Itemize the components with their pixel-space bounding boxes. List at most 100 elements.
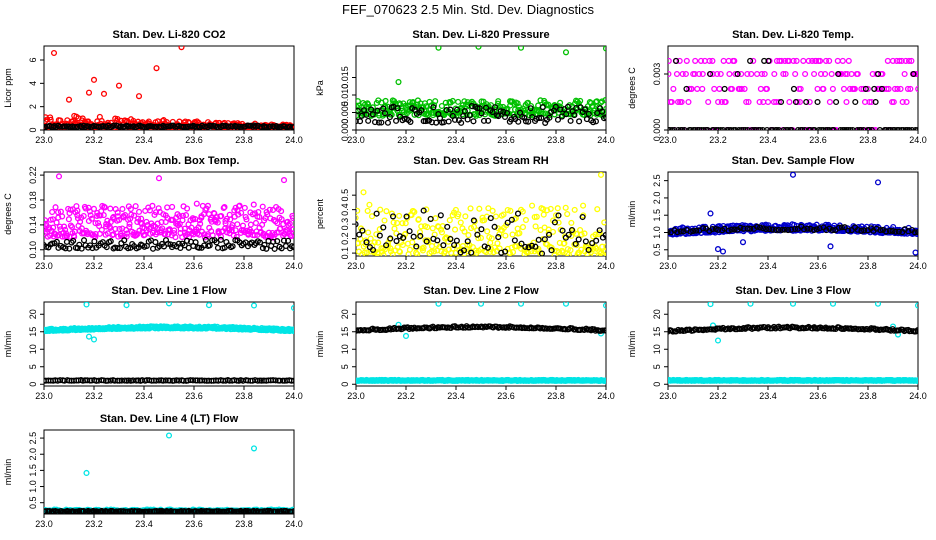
y-tick-label: 1.5 — [652, 209, 662, 222]
data-point-instrument — [597, 172, 605, 178]
data-point-instrument — [884, 57, 891, 64]
data-point-instrument — [527, 102, 535, 110]
data-point-instrument — [519, 208, 526, 215]
panel-title: Stan. Dev. Sample Flow — [732, 155, 855, 167]
data-point-reference — [857, 126, 865, 130]
data-point-reference — [466, 112, 473, 119]
data-point-instrument — [580, 202, 587, 209]
data-point-instrument — [581, 230, 588, 237]
data-point-reference — [535, 236, 542, 243]
data-point-instrument — [754, 70, 761, 78]
data-point-reference — [458, 119, 465, 126]
x-tick-label: 23.2 — [709, 261, 727, 271]
data-point-reference — [532, 243, 539, 250]
data-point-reference — [485, 117, 492, 124]
data-point-instrument — [509, 249, 517, 256]
data-point-instrument — [705, 98, 712, 106]
data-point-instrument — [123, 302, 130, 309]
data-point-instrument — [193, 200, 200, 207]
data-point-instrument — [533, 213, 540, 220]
panel-title: Stan. Dev. Line 4 (LT) Flow — [100, 413, 239, 425]
data-point-instrument — [241, 204, 248, 211]
x-tick-label: 24.0 — [597, 261, 615, 271]
data-point-instrument — [602, 97, 606, 104]
data-point-reference — [518, 240, 525, 247]
data-point-instrument — [539, 236, 546, 243]
data-point-instrument — [371, 239, 378, 246]
x-tick-label: 23.0 — [659, 391, 677, 401]
data-point-reference — [107, 238, 114, 245]
data-point-instrument — [502, 232, 509, 239]
data-point-reference — [461, 108, 468, 115]
data-point-reference — [593, 237, 600, 244]
data-point-instrument — [817, 70, 825, 78]
data-point-instrument — [903, 98, 910, 106]
data-point-reference — [229, 243, 236, 250]
data-point-reference — [709, 226, 716, 233]
data-point-instrument — [205, 302, 213, 309]
data-point-instrument — [864, 85, 871, 92]
data-point-instrument — [829, 302, 837, 307]
x-tick-label: 23.8 — [859, 391, 877, 401]
data-point-reference — [757, 126, 764, 130]
data-point-reference — [290, 244, 294, 251]
data-point-reference — [596, 227, 603, 234]
data-point-instrument — [277, 225, 284, 232]
data-point-instrument — [133, 232, 140, 239]
data-point-instrument — [361, 249, 368, 256]
data-point-reference — [384, 119, 391, 126]
data-point-instrument — [827, 243, 834, 250]
data-point-reference — [135, 377, 142, 384]
data-point-instrument — [435, 302, 442, 307]
data-point-reference — [468, 103, 475, 110]
y-axis-label: Licor ppm — [3, 68, 13, 108]
data-point-instrument — [797, 85, 804, 92]
data-point-instrument — [285, 221, 292, 229]
x-tick-label: 23.4 — [759, 261, 777, 271]
plot-frame — [355, 301, 607, 387]
x-tick-label: 23.6 — [809, 261, 827, 271]
figure-title: FEF_070623 2.5 Min. Std. Dev. Diagnostic… — [342, 2, 594, 17]
data-point-instrument — [899, 98, 906, 106]
data-point-reference — [871, 85, 878, 92]
data-point-reference — [389, 213, 397, 220]
points-layer — [356, 46, 606, 126]
data-point-reference — [386, 114, 393, 121]
data-point-instrument — [678, 98, 685, 106]
data-point-instrument — [128, 211, 135, 218]
data-point-instrument — [761, 70, 768, 78]
data-point-reference — [229, 123, 236, 130]
data-point-instrument — [743, 98, 750, 106]
data-point-instrument — [802, 70, 809, 78]
data-point-instrument — [782, 70, 789, 78]
data-point-reference — [830, 126, 837, 130]
data-point-instrument — [477, 234, 485, 242]
data-point-instrument — [485, 205, 492, 212]
data-point-instrument — [380, 251, 387, 256]
data-point-instrument — [286, 220, 293, 227]
data-point-instrument — [115, 216, 123, 223]
points-layer — [356, 302, 606, 384]
data-point-reference — [274, 124, 281, 130]
data-point-reference — [551, 219, 558, 226]
data-point-reference — [564, 103, 572, 110]
data-point-reference — [690, 227, 697, 235]
data-point-instrument — [885, 85, 892, 92]
data-point-reference — [813, 226, 820, 233]
data-point-instrument — [223, 215, 230, 222]
data-point-reference — [717, 126, 724, 130]
data-point-reference — [766, 226, 773, 233]
data-point-instrument — [50, 224, 57, 231]
data-point-reference — [267, 123, 274, 130]
data-point-instrument — [288, 233, 294, 240]
data-point-reference — [671, 126, 678, 130]
data-point-instrument — [411, 208, 418, 216]
data-point-instrument — [420, 244, 427, 251]
data-point-instrument — [812, 57, 820, 64]
data-point-reference — [522, 118, 529, 125]
data-point-instrument — [177, 225, 184, 232]
data-point-instrument — [728, 85, 736, 92]
data-point-reference — [356, 231, 363, 238]
data-point-reference — [883, 228, 890, 235]
data-point-instrument — [457, 219, 464, 226]
